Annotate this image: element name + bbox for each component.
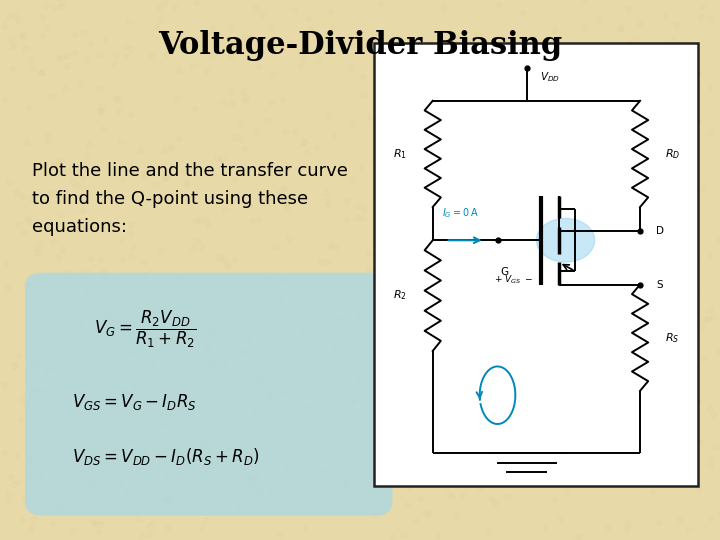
Text: $V_G = \dfrac{R_2 V_{DD}}{R_1 + R_2}$: $V_G = \dfrac{R_2 V_{DD}}{R_1 + R_2}$ (94, 309, 197, 350)
Text: Plot the line and the transfer curve
to find the Q-point using these
equations:: Plot the line and the transfer curve to … (32, 162, 348, 235)
Text: G: G (501, 267, 509, 277)
Text: $R_S$: $R_S$ (665, 331, 680, 345)
Text: $V_{DS} = V_{DD} - I_D(R_S + R_D)$: $V_{DS} = V_{DD} - I_D(R_S + R_D)$ (72, 446, 260, 467)
Text: $+\ V_{GS}\ -$: $+\ V_{GS}\ -$ (494, 273, 534, 286)
Circle shape (536, 218, 595, 262)
FancyBboxPatch shape (25, 273, 392, 516)
Text: $R_1$: $R_1$ (393, 147, 408, 161)
Text: D: D (657, 226, 665, 237)
Text: $I_G = 0\,\mathrm{A}$: $I_G = 0\,\mathrm{A}$ (442, 206, 480, 220)
Text: $V_{GS} = V_G - I_D R_S$: $V_{GS} = V_G - I_D R_S$ (72, 392, 197, 413)
Text: $R_2$: $R_2$ (393, 289, 408, 302)
Text: Voltage-Divider Biasing: Voltage-Divider Biasing (158, 30, 562, 62)
Text: $R_D$: $R_D$ (665, 147, 680, 161)
FancyBboxPatch shape (374, 43, 698, 486)
Text: S: S (657, 280, 663, 289)
Text: $V_{DD}$: $V_{DD}$ (540, 70, 559, 84)
